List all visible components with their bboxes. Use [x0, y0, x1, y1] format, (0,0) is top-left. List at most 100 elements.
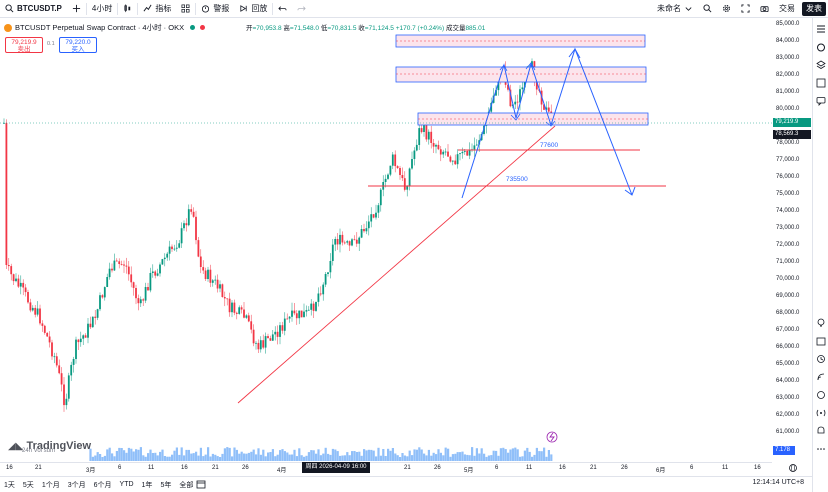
resistance-zone-mid[interactable] — [395, 66, 647, 83]
legend-title[interactable]: BTCUSDT Perpetual Swap Contract · 4小时 · … — [15, 23, 185, 32]
layout-name-button[interactable]: 未命名 — [652, 0, 698, 18]
alarm-icon[interactable] — [816, 42, 826, 52]
time-axis-label: 6 — [495, 465, 499, 471]
alert-button[interactable]: 警报 — [196, 0, 234, 18]
candle-body — [168, 246, 171, 254]
interval-button[interactable]: 4小时 — [87, 0, 117, 18]
publish-button[interactable]: 发表 — [802, 2, 826, 16]
data-window-icon[interactable] — [816, 78, 826, 88]
volume-value-tag: 7.178 — [773, 446, 795, 455]
volume-bar — [523, 450, 526, 461]
volume-bar — [103, 455, 106, 461]
candle-body — [31, 307, 34, 311]
price-chart[interactable] — [0, 18, 772, 462]
price-axis[interactable]: 85,000.0 84,000.0 83,000.0 82,000.0 81,000.0… — [772, 18, 812, 464]
grid-icon — [181, 4, 190, 13]
quick-search-button[interactable] — [698, 0, 717, 18]
more-icon[interactable] — [816, 444, 826, 454]
volume-bar — [372, 450, 375, 461]
clock-icon[interactable] — [816, 354, 826, 364]
range-button[interactable]: 6个月 — [93, 481, 112, 489]
support-zone[interactable] — [417, 112, 649, 126]
range-button[interactable]: 全部 — [179, 481, 194, 489]
globe-icon[interactable] — [788, 463, 798, 473]
candle-body — [271, 334, 274, 341]
candle-body — [305, 310, 308, 312]
time-axis-label: 21 — [35, 465, 42, 471]
calendar-icon[interactable] — [196, 479, 206, 489]
candle-body — [303, 311, 305, 318]
volume-bar — [125, 452, 128, 461]
templates-button[interactable] — [176, 0, 195, 18]
snapshot-button[interactable] — [755, 0, 774, 18]
time-axis-label: 16 — [6, 465, 13, 471]
volume-bar — [379, 455, 382, 461]
fullscreen-button[interactable] — [736, 0, 755, 18]
broadcast-icon[interactable] — [816, 408, 826, 418]
price-axis-label: 64,000.0 — [776, 378, 800, 384]
volume-bar — [132, 451, 135, 461]
symbol-search[interactable]: BTCUSDT.P — [0, 0, 67, 18]
ideas-icon[interactable] — [816, 318, 826, 328]
calendar-events-icon[interactable] — [816, 336, 826, 346]
volume-bar — [305, 455, 308, 461]
volume-bar — [180, 447, 183, 461]
trend-line[interactable] — [237, 125, 556, 404]
candle-body — [396, 166, 399, 168]
candle-body — [259, 340, 262, 350]
signal-icon[interactable] — [816, 372, 826, 382]
range-button[interactable]: 1年 — [141, 481, 153, 489]
candle-body — [401, 175, 404, 179]
range-button[interactable]: YTD — [119, 481, 134, 488]
range-button[interactable]: 1个月 — [41, 481, 60, 489]
trade-button[interactable]: 交易 — [774, 0, 800, 18]
volume-bar — [360, 455, 363, 461]
notifications-icon[interactable] — [816, 426, 826, 436]
drawings-layer[interactable] — [0, 34, 772, 404]
volume-bar — [439, 452, 442, 461]
candle-body — [307, 309, 310, 311]
volume-bar — [173, 450, 176, 461]
clock[interactable]: 12:14:14 UTC+8 — [752, 479, 804, 486]
tradingview-logo: ◢◣ TradingView — [8, 440, 91, 452]
compare-button[interactable] — [67, 0, 86, 18]
candle-body — [449, 156, 452, 162]
layers-icon[interactable] — [816, 60, 826, 70]
volume-bar — [507, 452, 510, 461]
spread-value: 0.1 — [47, 41, 55, 47]
indicators-button[interactable]: 指标 — [138, 0, 176, 18]
candle-body — [274, 331, 277, 335]
range-button[interactable]: 5年 — [160, 481, 172, 489]
help-icon[interactable] — [816, 390, 826, 400]
time-axis-label: 4月 — [277, 468, 287, 474]
volume-bar — [384, 456, 387, 461]
range-button[interactable]: 1天 — [4, 481, 15, 489]
volume-bar — [336, 451, 339, 461]
volume-bar — [480, 448, 483, 461]
settings-button[interactable] — [717, 0, 736, 18]
market-status-dot — [190, 25, 196, 30]
buy-button[interactable]: 79,220.0 买入 — [59, 37, 97, 53]
candle-body — [46, 332, 49, 337]
price-axis-label: 82,000.0 — [776, 72, 800, 78]
volume-bar — [526, 447, 529, 461]
level-75550-label[interactable]: 735500 — [506, 176, 528, 183]
range-button[interactable]: 3个月 — [67, 481, 86, 489]
candle-body — [27, 292, 29, 303]
lightning-icon[interactable] — [546, 431, 558, 443]
replay-button[interactable]: 回放 — [234, 0, 272, 18]
candle-body — [87, 323, 89, 338]
candle-body — [209, 269, 212, 283]
undo-button[interactable] — [273, 0, 292, 18]
range-button[interactable]: 5天 — [22, 481, 34, 489]
redo-button[interactable] — [292, 0, 311, 18]
chat-icon[interactable] — [816, 96, 826, 106]
time-axis[interactable]: 16 21 3月 6 11 16 21 26 4月 21 26 5月 6 11 16 21 26 6月 6 11 16 — [0, 462, 772, 474]
level-77600-label[interactable]: 77600 — [540, 142, 559, 149]
volume-bar — [461, 451, 464, 461]
price-axis-label: 80,000.0 — [776, 106, 800, 112]
candle-body — [461, 151, 464, 154]
chart-type-button[interactable] — [118, 0, 137, 18]
sell-button[interactable]: 79,219.9 卖出 — [5, 37, 43, 53]
watchlist-icon[interactable] — [816, 24, 826, 34]
